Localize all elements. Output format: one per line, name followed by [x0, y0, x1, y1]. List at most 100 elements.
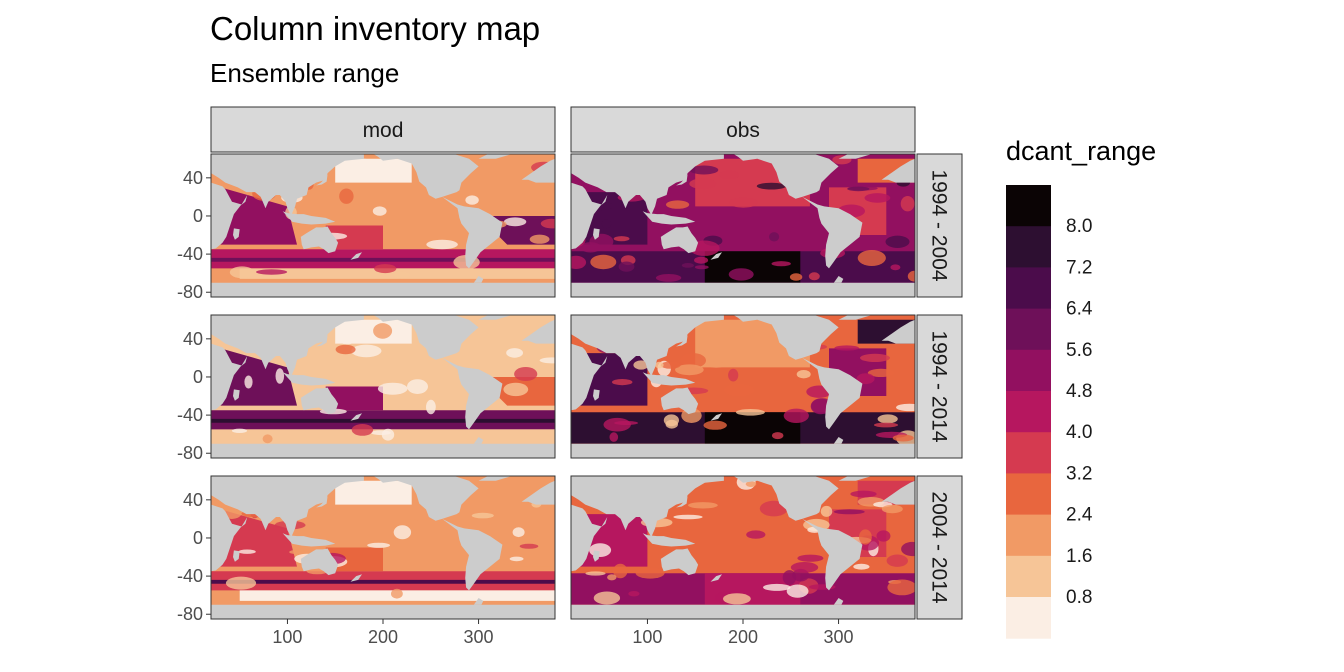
ocean-texture [857, 250, 886, 266]
land-mass [442, 518, 503, 591]
ocean-texture [514, 367, 538, 381]
land-mass [660, 548, 699, 576]
land-mass [593, 389, 600, 401]
ocean-texture [613, 563, 628, 579]
land-mass [838, 476, 872, 481]
ocean-texture [786, 584, 809, 598]
ocean-texture [539, 357, 555, 364]
land-mass [478, 476, 512, 481]
ocean-texture [574, 589, 589, 603]
ocean-texture [238, 549, 256, 554]
ocean-texture [589, 543, 612, 557]
land-mass [282, 211, 336, 225]
ocean-texture [377, 382, 408, 395]
land-mass [571, 282, 915, 297]
land-mass [571, 443, 915, 458]
ocean-texture [675, 364, 704, 376]
panel-obs-2 [571, 476, 915, 619]
ocean-texture [229, 266, 255, 279]
y-tick-label: -40 [177, 405, 203, 425]
land-mass [733, 315, 839, 360]
land-mass [521, 319, 555, 344]
land-mass [571, 315, 724, 376]
ocean-texture [381, 428, 395, 441]
ocean-texture [231, 428, 248, 433]
land-mass [642, 211, 696, 225]
land-mass [710, 574, 722, 582]
ocean-texture [860, 353, 890, 362]
land-mass [833, 276, 844, 283]
ocean-texture [688, 502, 718, 509]
y-tick-label: 40 [183, 329, 203, 349]
ocean-texture [607, 574, 617, 581]
ocean-texture [703, 420, 727, 430]
ocean-texture [426, 239, 458, 250]
ocean-texture [663, 414, 680, 427]
panel-mod-1 [211, 315, 555, 458]
ocean-texture [593, 591, 621, 605]
legend-key [1006, 514, 1051, 557]
ocean-texture [580, 242, 601, 253]
ocean-texture [850, 490, 877, 498]
land-mass [571, 504, 608, 572]
x-tick-label: 300 [824, 627, 854, 647]
ocean-texture [864, 193, 891, 203]
land-mass [211, 182, 248, 250]
ocean-texture [769, 232, 780, 242]
x-tick-label: 100 [632, 627, 662, 647]
land-mass [838, 154, 872, 159]
ocean-band [220, 187, 297, 245]
ocean-band [325, 225, 383, 250]
ocean-texture [901, 541, 915, 557]
ocean-band [211, 579, 555, 584]
ocean-texture [612, 379, 633, 386]
ocean-texture [256, 269, 288, 275]
row-strip-label-2: 2004 - 2014 [928, 491, 951, 603]
ocean-texture [614, 421, 639, 425]
y-tick-label: 0 [193, 206, 203, 226]
ocean-texture [519, 543, 539, 549]
chart-title: Column inventory map [210, 10, 541, 47]
panel-mod-2 [211, 476, 555, 619]
land-mass [733, 476, 839, 521]
ocean-texture [635, 567, 665, 579]
land-mass [473, 437, 484, 444]
y-tick-label: -80 [177, 443, 203, 463]
ocean-band [335, 158, 412, 183]
ocean-texture [833, 509, 865, 515]
land-mass [676, 496, 688, 508]
land-mass [571, 154, 724, 215]
ocean-texture [689, 178, 717, 190]
ocean-texture [673, 514, 703, 520]
panel-mod-0 [211, 154, 555, 297]
ocean-texture [225, 576, 257, 590]
ocean-texture [618, 261, 635, 272]
ocean-texture [335, 344, 356, 355]
ocean-texture [633, 360, 649, 370]
land-mass [660, 226, 699, 254]
panel-border [210, 153, 556, 298]
ocean-texture [407, 519, 418, 524]
land-mass [473, 598, 484, 605]
legend-label: 8.0 [1066, 216, 1092, 237]
ocean-texture [289, 549, 306, 555]
legend-label: 6.4 [1066, 299, 1093, 320]
land-mass [833, 437, 844, 444]
ocean-texture [723, 383, 755, 397]
land-mass [442, 357, 503, 430]
ocean-texture [351, 344, 382, 358]
x-tick-label: 200 [728, 627, 758, 647]
land-mass [211, 282, 555, 297]
land-mass [571, 476, 577, 496]
legend-key [1006, 597, 1051, 639]
ocean-texture [728, 268, 754, 281]
ocean-texture [540, 218, 555, 229]
land-mass [211, 343, 248, 411]
ocean-texture [503, 382, 529, 397]
ocean-texture [796, 370, 811, 379]
land-mass [300, 387, 339, 415]
land-mass [373, 315, 479, 360]
ocean-texture [571, 255, 587, 269]
y-tick-label: 0 [193, 367, 203, 387]
ocean-texture [771, 261, 791, 267]
